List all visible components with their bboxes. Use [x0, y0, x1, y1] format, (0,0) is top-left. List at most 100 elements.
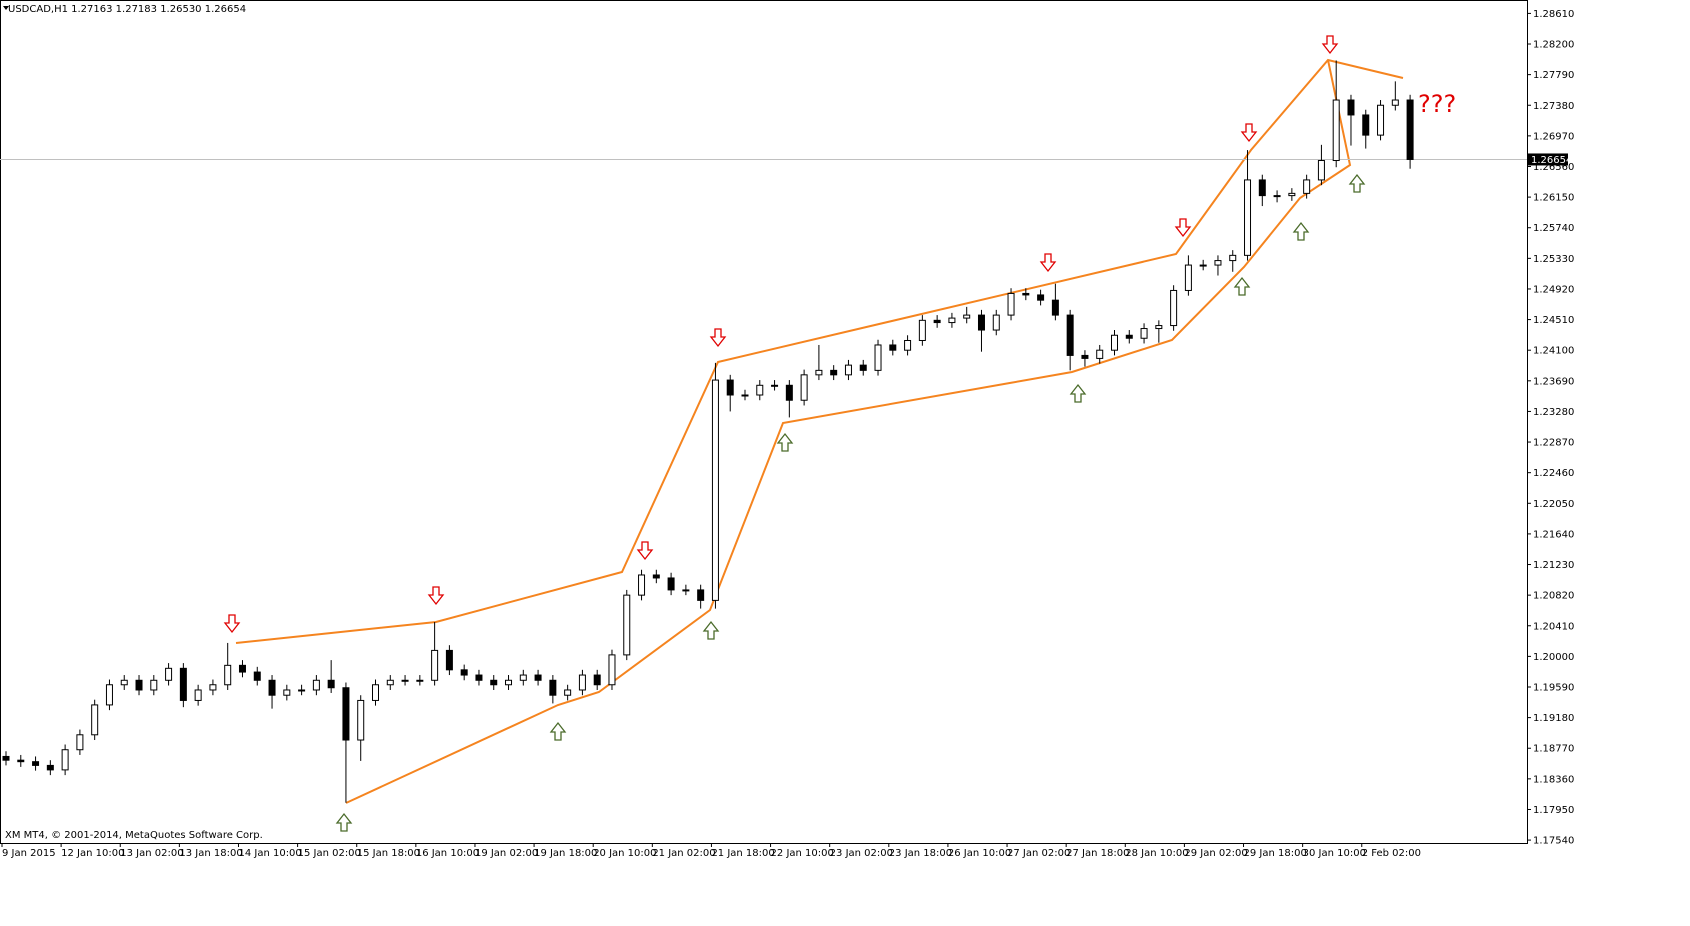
x-tick-label: 19 Jan 02:00 — [475, 848, 538, 859]
candle-body — [475, 674, 483, 681]
candle-body — [238, 664, 246, 673]
candle-body — [726, 379, 734, 396]
candle-body — [386, 679, 394, 686]
y-tick-label: 1.24100 — [1533, 346, 1574, 357]
x-tick-label: 12 Jan 10:00 — [61, 848, 124, 859]
candle-body — [327, 679, 335, 689]
candle-body — [1184, 264, 1192, 291]
x-tick-label: 23 Jan 18:00 — [889, 848, 952, 859]
current-price-box — [1528, 153, 1568, 166]
candle-body — [963, 314, 971, 319]
current-price-label: 1.26654 — [1531, 155, 1572, 166]
candle-body — [859, 364, 867, 371]
candle-body — [135, 679, 143, 691]
candle-body — [933, 319, 941, 324]
y-tick-label: 1.17950 — [1533, 805, 1574, 816]
candle-body — [874, 344, 882, 371]
candle-body — [623, 594, 631, 656]
y-tick-label: 1.27380 — [1533, 101, 1574, 112]
candle-body — [224, 664, 232, 686]
x-tick-label: 27 Jan 02:00 — [1007, 848, 1070, 859]
candle-body — [1362, 114, 1370, 136]
candle-body — [844, 364, 852, 376]
x-tick-label: 27 Jan 18:00 — [1066, 848, 1129, 859]
y-tick-label: 1.19590 — [1533, 682, 1574, 693]
candle-body — [948, 317, 956, 324]
x-tick-label: 15 Jan 02:00 — [298, 848, 361, 859]
candle-body — [342, 687, 350, 741]
x-tick-label: 13 Jan 02:00 — [120, 848, 183, 859]
candle-body — [1214, 260, 1222, 266]
candle-body — [253, 671, 261, 681]
candle-body — [1007, 292, 1015, 316]
x-tick-label: 21 Jan 18:00 — [711, 848, 774, 859]
candle-body — [460, 669, 468, 676]
y-tick-label: 1.21640 — [1533, 529, 1574, 540]
x-tick-label: 14 Jan 10:00 — [238, 848, 301, 859]
x-tick-label: 13 Jan 18:00 — [179, 848, 242, 859]
x-tick-label: 30 Jan 10:00 — [1303, 848, 1366, 859]
candle-body — [179, 667, 187, 701]
candle-body — [268, 679, 276, 696]
candle-body — [401, 679, 409, 682]
candle-body — [652, 574, 660, 579]
candle-body — [46, 764, 54, 771]
candle-body — [1317, 160, 1325, 181]
candle-body — [445, 649, 453, 671]
y-tick-label: 1.25740 — [1533, 223, 1574, 234]
candle-body — [1244, 179, 1252, 256]
candle-body — [61, 749, 69, 771]
plot-frame — [0, 0, 1528, 844]
candle-body — [889, 344, 897, 351]
candle-body — [608, 654, 616, 686]
candle-body — [1111, 334, 1118, 351]
candle-body — [312, 679, 320, 691]
footer: XM MT4, © 2001-2014, MetaQuotes Software… — [5, 830, 263, 841]
candle-body — [165, 667, 173, 681]
y-tick-label: 1.20410 — [1533, 621, 1574, 632]
candle-body — [2, 755, 10, 761]
y-tick-label: 1.17540 — [1533, 836, 1574, 847]
candle-body — [800, 374, 808, 401]
candle-body — [431, 649, 439, 681]
y-tick-label: 1.28610 — [1533, 9, 1574, 20]
candle-body — [1258, 179, 1266, 197]
y-tick-label: 1.26970 — [1533, 131, 1574, 142]
y-tick-label: 1.24920 — [1533, 284, 1574, 295]
candle-body — [1066, 314, 1074, 356]
candle-body — [711, 379, 719, 601]
candle-body — [785, 384, 793, 401]
y-tick-label: 1.22460 — [1533, 468, 1574, 479]
candle-body — [120, 679, 128, 686]
annotation: ??? — [1418, 90, 1456, 118]
y-tick-label: 1.22050 — [1533, 499, 1574, 510]
candle-body — [209, 684, 217, 691]
y-tick-label: 1.26150 — [1533, 193, 1574, 204]
y-tick-label: 1.28200 — [1533, 40, 1574, 51]
x-tick-label: 28 Jan 10:00 — [1125, 848, 1188, 859]
candle-body — [1096, 349, 1104, 359]
channel — [235, 58, 1404, 804]
candle-body — [490, 679, 498, 686]
candle-body — [105, 684, 113, 706]
candle-body — [682, 589, 690, 592]
candle-body — [1347, 99, 1355, 116]
candle-body — [756, 384, 764, 396]
candle-body — [1391, 99, 1399, 106]
candle-body — [1125, 334, 1133, 339]
candle-body — [1037, 294, 1045, 301]
candle-body — [771, 384, 779, 387]
candle-body — [1199, 264, 1207, 267]
candle-body — [150, 679, 158, 691]
x-tick-label: 22 Jan 10:00 — [771, 848, 834, 859]
candle-body — [593, 674, 601, 686]
y-tick-label: 1.18360 — [1533, 774, 1574, 785]
header-icon — [3, 6, 9, 10]
x-tick-label: 9 Jan 2015 — [2, 848, 56, 859]
x-tick-label: 23 Jan 02:00 — [830, 848, 893, 859]
candle-body — [741, 394, 749, 397]
x-tick-label: 19 Jan 18:00 — [534, 848, 597, 859]
candle-body — [194, 689, 202, 701]
candle-body — [1332, 99, 1340, 162]
